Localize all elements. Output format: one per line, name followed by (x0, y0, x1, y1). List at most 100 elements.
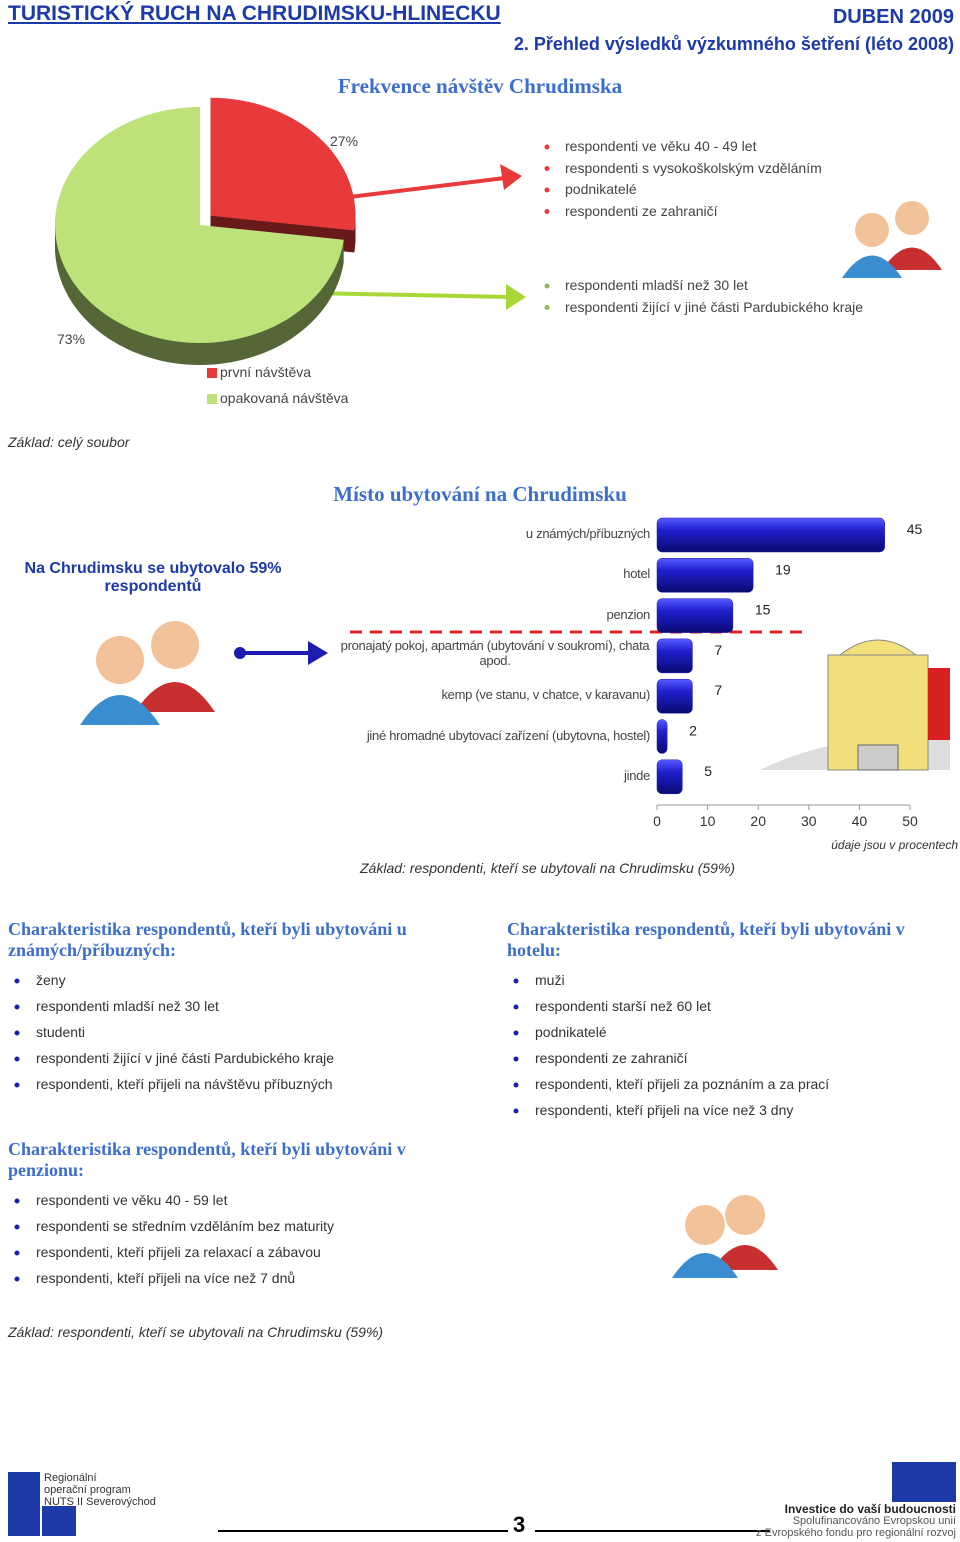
section-title: Charakteristika respondentů, kteří byli … (8, 1139, 406, 1180)
annotation: respondenti s vysokoškolským vzděláním (565, 159, 822, 176)
section-item: respondenti ve věku 40 - 59 let (36, 1192, 228, 1208)
people-icon (842, 201, 942, 278)
bullet (513, 1082, 519, 1088)
chart-title: Frekvence návštěv Chrudimska (337, 74, 623, 98)
eu-flag (892, 1462, 956, 1502)
data-label: 7 (714, 682, 722, 698)
motel-illustration (760, 639, 950, 771)
x-tick-label: 30 (801, 813, 817, 829)
section-item: respondenti, kteří přijeli na více než 7… (36, 1270, 296, 1286)
page-number: 3 (513, 1512, 526, 1537)
section-item: ženy (36, 972, 66, 988)
annotation: podnikatelé (565, 181, 637, 197)
bullet (544, 144, 550, 150)
section-item: muži (535, 972, 565, 988)
bullet (14, 1198, 20, 1204)
bullet (513, 978, 519, 984)
annotation: respondenti ve věku 40 - 49 let (565, 138, 757, 154)
category-label: kemp (ve stanu, v chatce, v karavanu) (441, 687, 650, 703)
bar (656, 759, 683, 795)
bullet (14, 1224, 20, 1230)
data-label: 19 (775, 561, 791, 577)
section-item: studenti (36, 1024, 86, 1040)
legend-swatch (207, 368, 217, 378)
bar (656, 598, 734, 633)
bullet (14, 1056, 20, 1062)
bullet (544, 166, 550, 171)
annotation: respondenti ze zahraničí (565, 202, 718, 219)
logo-line: z Evropského fondu pro regionální rozvoj (756, 1527, 956, 1539)
people-icon (80, 621, 215, 725)
bullet (513, 1004, 519, 1010)
bullet (544, 209, 550, 214)
category-label: jiné hromadné ubytovací zařízení (ubytov… (366, 727, 650, 743)
callout: Na Chrudimsku se ubytovalo 59% responden… (24, 560, 282, 595)
people-icon (672, 1195, 778, 1278)
bullet (513, 1030, 519, 1036)
section-item: respondenti žijící v jiné části Pardubic… (36, 1050, 335, 1066)
section-title: Charakteristika respondentů, kteří byli … (507, 919, 905, 960)
bullet (544, 283, 550, 289)
base-note: Základ: celý soubor (8, 434, 130, 450)
bullet (544, 187, 550, 193)
section-title: Charakteristika respondentů, kteří byli … (8, 919, 407, 960)
category-label: jinde (624, 767, 650, 783)
legend-label: opakovaná návštěva (220, 390, 349, 406)
bar (656, 558, 754, 593)
x-tick-label: 40 (852, 813, 868, 829)
bar (656, 638, 693, 674)
logo-block (8, 1472, 40, 1536)
data-label: 27% (330, 133, 359, 149)
section-item: respondenti, kteří přijeli na více než 3… (535, 1102, 794, 1118)
legend-swatch (207, 394, 217, 404)
bullet (14, 978, 20, 984)
bullet (14, 1030, 20, 1036)
bullet (14, 1004, 20, 1010)
annotation: respondenti žijící v jiné části Pardubic… (565, 298, 864, 315)
arrow-head (308, 641, 328, 665)
logo-block (42, 1506, 76, 1536)
x-tick-label: 20 (750, 813, 766, 829)
pie-slice (54, 107, 344, 343)
x-tick-label: 50 (902, 813, 918, 829)
data-label: 15 (755, 602, 771, 618)
data-label: 45 (907, 521, 923, 537)
bullet (513, 1108, 519, 1114)
logo-line: Spolufinancováno Evropskou unií (792, 1515, 956, 1527)
bar (656, 517, 885, 553)
bullet (544, 305, 550, 310)
section-item: respondenti ze zahraničí (535, 1050, 688, 1066)
category-label: u známých/příbuzných (525, 526, 650, 541)
arrow (324, 176, 506, 202)
logo-line: Regionální (44, 1472, 97, 1484)
base-note: Základ: respondenti, kteří se ubytovali … (360, 860, 736, 876)
category-label: penzion (606, 606, 651, 622)
base-note: Základ: respondenti, kteří se ubytovali … (8, 1324, 384, 1340)
header-subtitle: 2. Přehled výsledků výzkumného šetření (… (513, 34, 954, 54)
legend-label: první návštěva (220, 364, 312, 380)
pie-slice (210, 97, 356, 231)
logo-line: Investice do vaší budoucnosti (784, 1502, 956, 1516)
header-title: TURISTICKÝ RUCH NA CHRUDIMSKU-HLINECKU (8, 2, 501, 25)
section-item: respondenti mladší než 30 let (36, 998, 219, 1014)
annotation: respondenti mladší než 30 let (565, 277, 748, 293)
data-label: 73% (57, 331, 86, 347)
logo-text: Regionální operační program NUTS II Seve… (44, 1472, 156, 1508)
bullet (14, 1082, 20, 1088)
section-item: respondenti se středním vzděláním bez ma… (36, 1218, 335, 1234)
unit-note: údaje jsou v procentech (831, 838, 958, 852)
chart-title: Místo ubytování na Chrudimsku (333, 482, 627, 506)
bullet (14, 1250, 20, 1256)
bar (656, 719, 668, 754)
x-tick-label: 10 (700, 813, 716, 829)
bar (656, 678, 693, 714)
section-item: respondenti, kteří přijeli na návštěvu p… (36, 1076, 333, 1092)
x-tick-label: 0 (653, 813, 661, 829)
logo-text: Investice do vaší budoucnosti Spolufinan… (756, 1503, 956, 1539)
section-item: podnikatelé (535, 1024, 607, 1040)
bullet (513, 1056, 519, 1062)
data-label: 7 (714, 642, 722, 658)
arrow-head (506, 284, 526, 310)
